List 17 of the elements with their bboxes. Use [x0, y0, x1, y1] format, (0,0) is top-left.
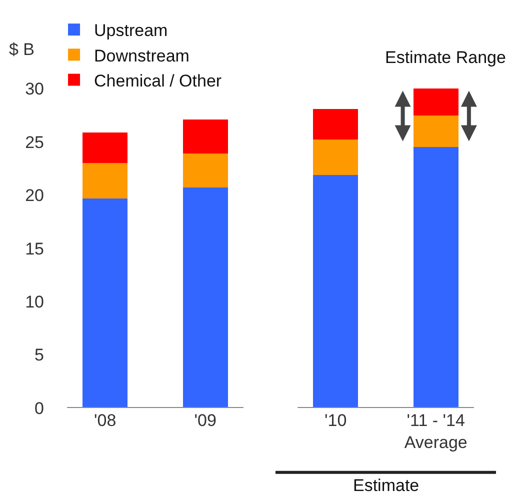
y-tick-label: 15 — [25, 239, 44, 258]
y-tick-label: 20 — [25, 186, 44, 206]
y-tick-label: 30 — [25, 80, 44, 99]
y-tick-label: 0 — [34, 398, 44, 418]
y-axis-title: $ B — [9, 40, 35, 59]
x-tick-label: '09 — [194, 411, 216, 430]
legend-label: Upstream — [94, 21, 168, 40]
y-tick-label: 25 — [25, 132, 44, 152]
legend-label: Downstream — [94, 46, 190, 66]
y-tick-label: 10 — [25, 292, 44, 312]
x-tick-label: '10 — [324, 411, 347, 430]
x-tick-label: '08 — [94, 411, 116, 430]
text: Estimate — [353, 476, 420, 495]
y-tick-label: 5 — [34, 346, 44, 365]
legend-label: Chemical / Other — [94, 71, 222, 90]
annotation: Estimate Range — [385, 48, 506, 67]
x-tick-label: '11 - '14 Average — [404, 411, 468, 452]
